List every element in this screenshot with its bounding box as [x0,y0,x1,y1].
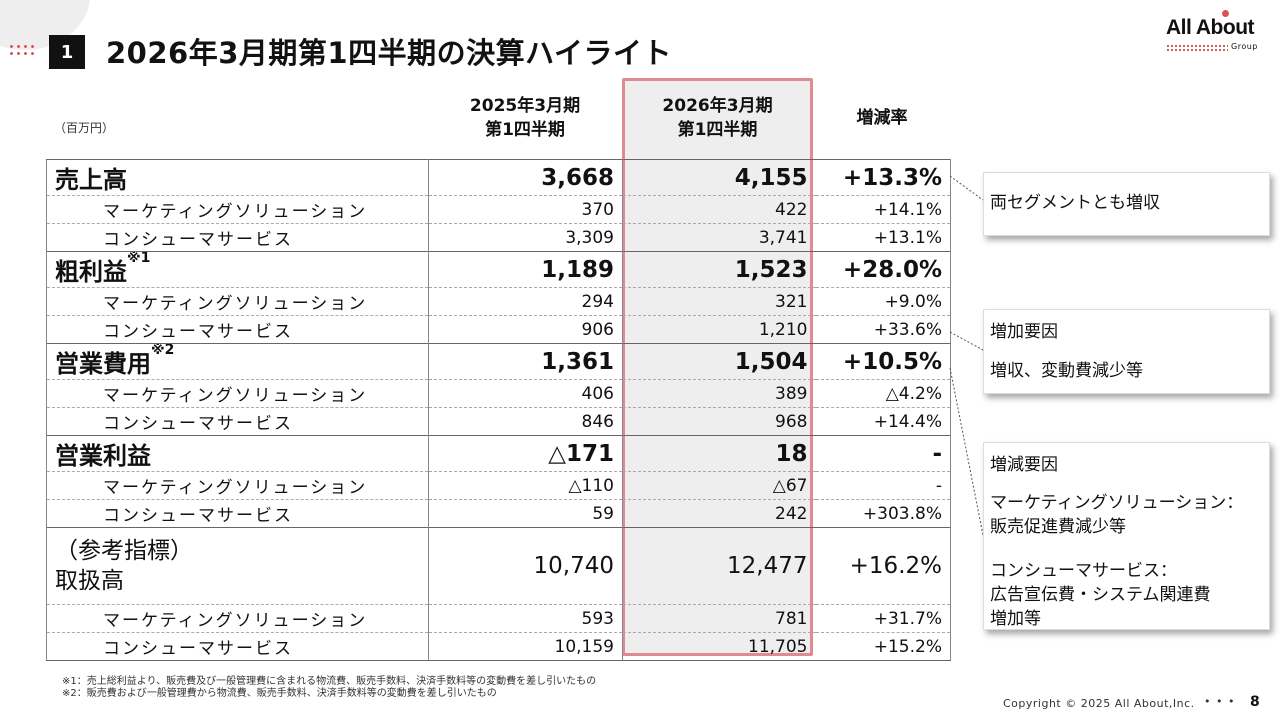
curr-value: △67 [622,471,816,500]
curr-value: 4,155 [622,159,816,196]
table-row: マーケティングソリューション △110 △67 - [46,471,951,500]
table-row: コンシューマサービス 10,159 11,705 +15.2% [46,632,951,661]
rate-value: +28.0% [815,251,951,288]
row-label: 営業利益 [46,435,429,472]
column-header-curr: 2026年3月期 第1四半期 [662,96,773,140]
prev-value: 593 [428,604,623,633]
curr-value: 389 [622,379,816,408]
row-label: 営業費用※2 [46,343,429,380]
curr-value: 321 [622,287,816,316]
row-label: マーケティングソリューション [46,471,429,500]
table-row: コンシューマサービス 846 968 +14.4% [46,407,951,436]
table-row: マーケティングソリューション 406 389 △4.2% [46,379,951,408]
rate-value: +31.7% [815,604,951,633]
table-row: 粗利益※1 1,189 1,523 +28.0% [46,251,951,288]
footnotes: ※1：売上総利益より、販売費及び一般管理費に含まれる物流費、販売手数料、決済手数… [62,676,597,699]
rate-value: +16.2% [815,527,951,605]
logo-group-label: Group [1231,42,1258,51]
page-dots: • • • [1204,695,1236,708]
prev-value: 1,361 [428,343,623,380]
row-label: コンシューマサービス [46,315,429,344]
dots-decoration [8,43,36,57]
curr-value: 781 [622,604,816,633]
column-header-prev: 2025年3月期 第1四半期 [469,96,581,140]
curr-value: 11,705 [622,632,816,661]
row-label: （参考指標） 取扱高 [46,527,429,605]
row-label: マーケティングソリューション [46,195,429,224]
rate-value: +15.2% [815,632,951,661]
prev-value: 406 [428,379,623,408]
unit-label: （百万円） [54,121,115,135]
rate-value: △4.2% [815,379,951,408]
callout-opex: 増減要因 マーケティングソリューション： 販売促進費減少等 コンシューマサービス… [983,442,1270,630]
callout-sales: 両セグメントとも増収 [983,172,1270,236]
prev-value: △110 [428,471,623,500]
curr-value: 18 [622,435,816,472]
table-row: マーケティングソリューション 370 422 +14.1% [46,195,951,224]
rate-value: +33.6% [815,315,951,344]
curr-value: 968 [622,407,816,436]
table-row: コンシューマサービス 906 1,210 +33.6% [46,315,951,344]
curr-value: 12,477 [622,527,816,605]
page-number: 8 [1250,694,1260,710]
logo-dots [1166,44,1228,52]
copyright: Copyright © 2025 All About,Inc. [1003,697,1195,710]
footnote-mark: ※1 [127,251,151,267]
prev-value: 10,740 [428,527,623,605]
table-row: コンシューマサービス 59 242 +303.8% [46,499,951,528]
prev-value: 3,668 [428,159,623,196]
leader-line-gross-profit [949,331,984,351]
company-logo: All About Group [1166,10,1258,52]
row-label: コンシューマサービス [46,223,429,252]
footnote-mark: ※2 [151,343,175,359]
table-row: （参考指標） 取扱高 10,740 12,477 +16.2% [46,527,951,605]
curr-value: 1,504 [622,343,816,380]
table-row: 営業利益 △171 18 - [46,435,951,472]
curr-value: 3,741 [622,223,816,252]
rate-value: - [815,471,951,500]
row-label: マーケティングソリューション [46,287,429,316]
table-row: コンシューマサービス 3,309 3,741 +13.1% [46,223,951,252]
prev-value: 59 [428,499,623,528]
rate-value: +14.4% [815,407,951,436]
prev-value: 10,159 [428,632,623,661]
section-number-badge: 1 [49,35,85,69]
prev-value: 906 [428,315,623,344]
table-row: マーケティングソリューション 294 321 +9.0% [46,287,951,316]
table-row: 売上高 3,668 4,155 +13.3% [46,159,951,196]
row-label: コンシューマサービス [46,499,429,528]
curr-value: 1,210 [622,315,816,344]
row-label: 売上高 [46,159,429,196]
row-label: マーケティングソリューション [46,604,429,633]
prev-value: 1,189 [428,251,623,288]
prev-value: 846 [428,407,623,436]
table-row: 営業費用※2 1,361 1,504 +10.5% [46,343,951,380]
rate-value: +303.8% [815,499,951,528]
rate-value: +14.1% [815,195,951,224]
curr-value: 422 [622,195,816,224]
row-label: マーケティングソリューション [46,379,429,408]
prev-value: 3,309 [428,223,623,252]
callout-gross-profit: 増加要因 増収、変動費減少等 [983,309,1270,394]
curr-value: 1,523 [622,251,816,288]
prev-value: △171 [428,435,623,472]
curr-value: 242 [622,499,816,528]
rate-value: +13.3% [815,159,951,196]
prev-value: 370 [428,195,623,224]
rate-value: - [815,435,951,472]
column-header-rate: 増減率 [856,108,908,128]
page-title: 2026年3月期第1四半期の決算ハイライト [106,36,672,70]
row-label: 粗利益※1 [46,251,429,288]
rate-value: +10.5% [815,343,951,380]
financial-table: 売上高 3,668 4,155 +13.3% マーケティングソリューション 37… [46,159,951,661]
leader-line-opex [949,367,984,536]
table-row: マーケティングソリューション 593 781 +31.7% [46,604,951,633]
rate-value: +9.0% [815,287,951,316]
row-label: コンシューマサービス [46,632,429,661]
leader-line-sales [949,175,984,201]
prev-value: 294 [428,287,623,316]
row-label: コンシューマサービス [46,407,429,436]
rate-value: +13.1% [815,223,951,252]
